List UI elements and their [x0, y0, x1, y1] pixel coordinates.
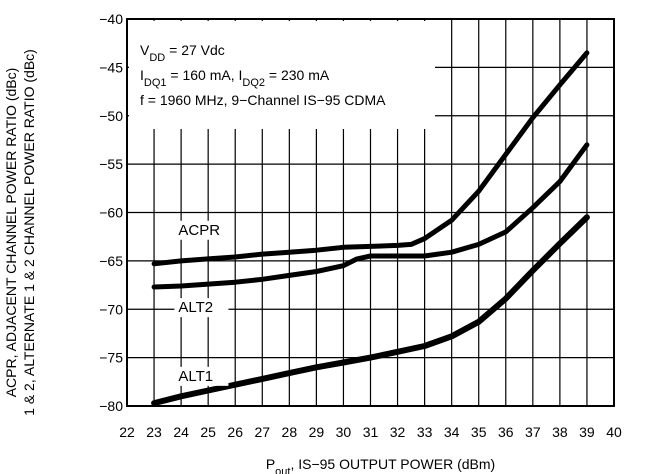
x-tick-label: 30	[336, 424, 352, 440]
series-label-acpr: ACPR	[178, 222, 220, 239]
x-tick-label: 28	[282, 424, 298, 440]
y-tick-label: −60	[99, 205, 123, 221]
x-tick-label: 39	[579, 424, 595, 440]
series-line-alt2	[151, 142, 590, 290]
series-layer: ACPR ALT2 ALT1	[151, 50, 590, 407]
condition-line: f = 1960 MHz, 9−Channel IS−95 CDMA	[140, 92, 386, 108]
tick-labels: 22 23 24 25 26 27 28 29 30 31 32 33 34 35 36 37 38 39 40 −4…	[99, 11, 622, 440]
x-tick-label: 34	[444, 424, 460, 440]
series-line-alt1	[151, 214, 590, 407]
x-axis-label: Pout, IS−95 OUTPUT POWER (dBm)	[266, 456, 495, 474]
y-tick-label: −65	[99, 253, 123, 269]
y-tick-label: −45	[99, 59, 123, 75]
condition-line: VDD = 27 Vdc	[140, 42, 225, 64]
series-label-bg	[174, 220, 229, 240]
y-tick-label: −70	[99, 301, 123, 317]
plot-frame	[126, 18, 615, 407]
y-tick-label: −75	[99, 350, 123, 366]
y-tick-label: −40	[99, 11, 123, 27]
series-label-bg	[174, 298, 229, 318]
conditions-box	[129, 21, 435, 129]
series-label-alt1: ALT1	[178, 368, 213, 385]
x-tick-label: 32	[390, 424, 406, 440]
series-label-alt2: ALT2	[178, 299, 213, 316]
y-tick-label: −80	[99, 398, 123, 414]
x-tick-label: 23	[146, 424, 162, 440]
x-tick-label: 38	[552, 424, 568, 440]
condition-line: IDQ1 = 160 mA, IDQ2 = 230 mA	[140, 67, 330, 89]
series-line-acpr	[151, 50, 590, 267]
x-tick-label: 22	[119, 424, 135, 440]
x-tick-label: 31	[363, 424, 379, 440]
x-tick-label: 24	[173, 424, 189, 440]
x-tick-label: 25	[200, 424, 216, 440]
y-tick-label: −55	[99, 156, 123, 172]
x-tick-label: 33	[417, 424, 433, 440]
y-tick-label: −50	[99, 108, 123, 124]
x-tick-label: 37	[525, 424, 541, 440]
annotations: VDD = 27 Vdc IDQ1 = 160 mA, IDQ2 = 230 mA…	[129, 21, 435, 129]
x-tick-label: 27	[254, 424, 270, 440]
x-tick-label: 36	[498, 424, 514, 440]
x-tick-label: 35	[471, 424, 487, 440]
axis-labels: Pout, IS−95 OUTPUT POWER (dBm) ACPR, ADJA…	[3, 49, 495, 474]
x-tick-label: 26	[227, 424, 243, 440]
y-axis-label: ACPR, ADJACENT CHANNEL POWER RATIO (dBc)	[3, 68, 19, 398]
y-axis-label: 1 & 2, ALTERNATE 1 & 2 CHANNEL POWER RAT…	[21, 49, 37, 416]
x-tick-label: 29	[309, 424, 325, 440]
x-tick-label: 40	[606, 424, 622, 440]
series-label-bg	[174, 366, 229, 386]
